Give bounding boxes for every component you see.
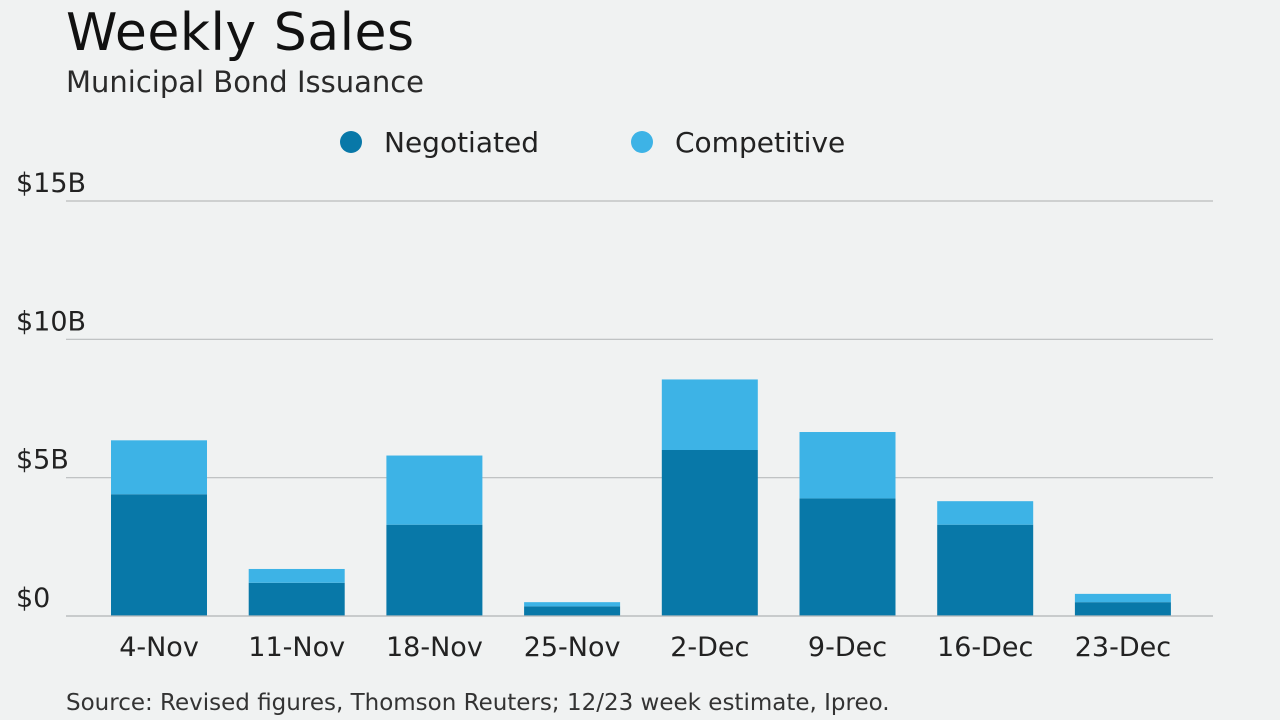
bar-negotiated	[386, 524, 483, 616]
source-note: Source: Revised figures, Thomson Reuters…	[66, 690, 890, 716]
bar-competitive	[1074, 593, 1171, 603]
x-tick-label: 9-Dec	[808, 632, 887, 663]
bar-negotiated	[1074, 602, 1171, 616]
x-tick-label: 18-Nov	[386, 632, 483, 663]
bar-competitive	[661, 379, 758, 450]
bar-competitive	[386, 455, 483, 525]
bar-negotiated	[661, 450, 758, 616]
legend-item-competitive: Competitive	[630, 125, 846, 159]
chart-title: Weekly Sales	[66, 3, 415, 63]
legend-swatch-negotiated	[340, 131, 362, 153]
y-tick-label: $5B	[16, 445, 69, 476]
chart-subtitle: Municipal Bond Issuance	[66, 65, 425, 99]
y-tick-label: $10B	[16, 306, 86, 337]
y-tick-label: $15B	[16, 168, 86, 199]
x-tick-label: 11-Nov	[248, 632, 345, 663]
bar-negotiated	[937, 524, 1034, 616]
bar-negotiated	[248, 582, 345, 616]
bar-negotiated	[799, 498, 896, 616]
bar-competitive	[524, 602, 621, 607]
legend-item-negotiated: Negotiated	[340, 126, 539, 159]
chart-legend: Negotiated Competitive	[340, 122, 845, 162]
x-tick-label: 16-Dec	[937, 632, 1033, 663]
bar-negotiated	[524, 606, 621, 616]
bar-competitive	[799, 432, 896, 499]
bar-competitive	[248, 568, 345, 583]
x-tick-label: 2-Dec	[670, 632, 749, 663]
x-tick-label: 25-Nov	[524, 632, 621, 663]
bar-negotiated	[111, 494, 207, 616]
bar-competitive	[111, 440, 207, 495]
legend-label-negotiated: Negotiated	[384, 125, 539, 159]
x-tick-label: 4-Nov	[119, 632, 199, 663]
y-tick-label: $0	[16, 583, 50, 614]
x-tick-label: 23-Dec	[1075, 632, 1171, 663]
legend-swatch-competitive	[630, 131, 653, 153]
legend-label-competitive: Competitive	[674, 125, 846, 159]
bar-competitive	[937, 501, 1034, 525]
